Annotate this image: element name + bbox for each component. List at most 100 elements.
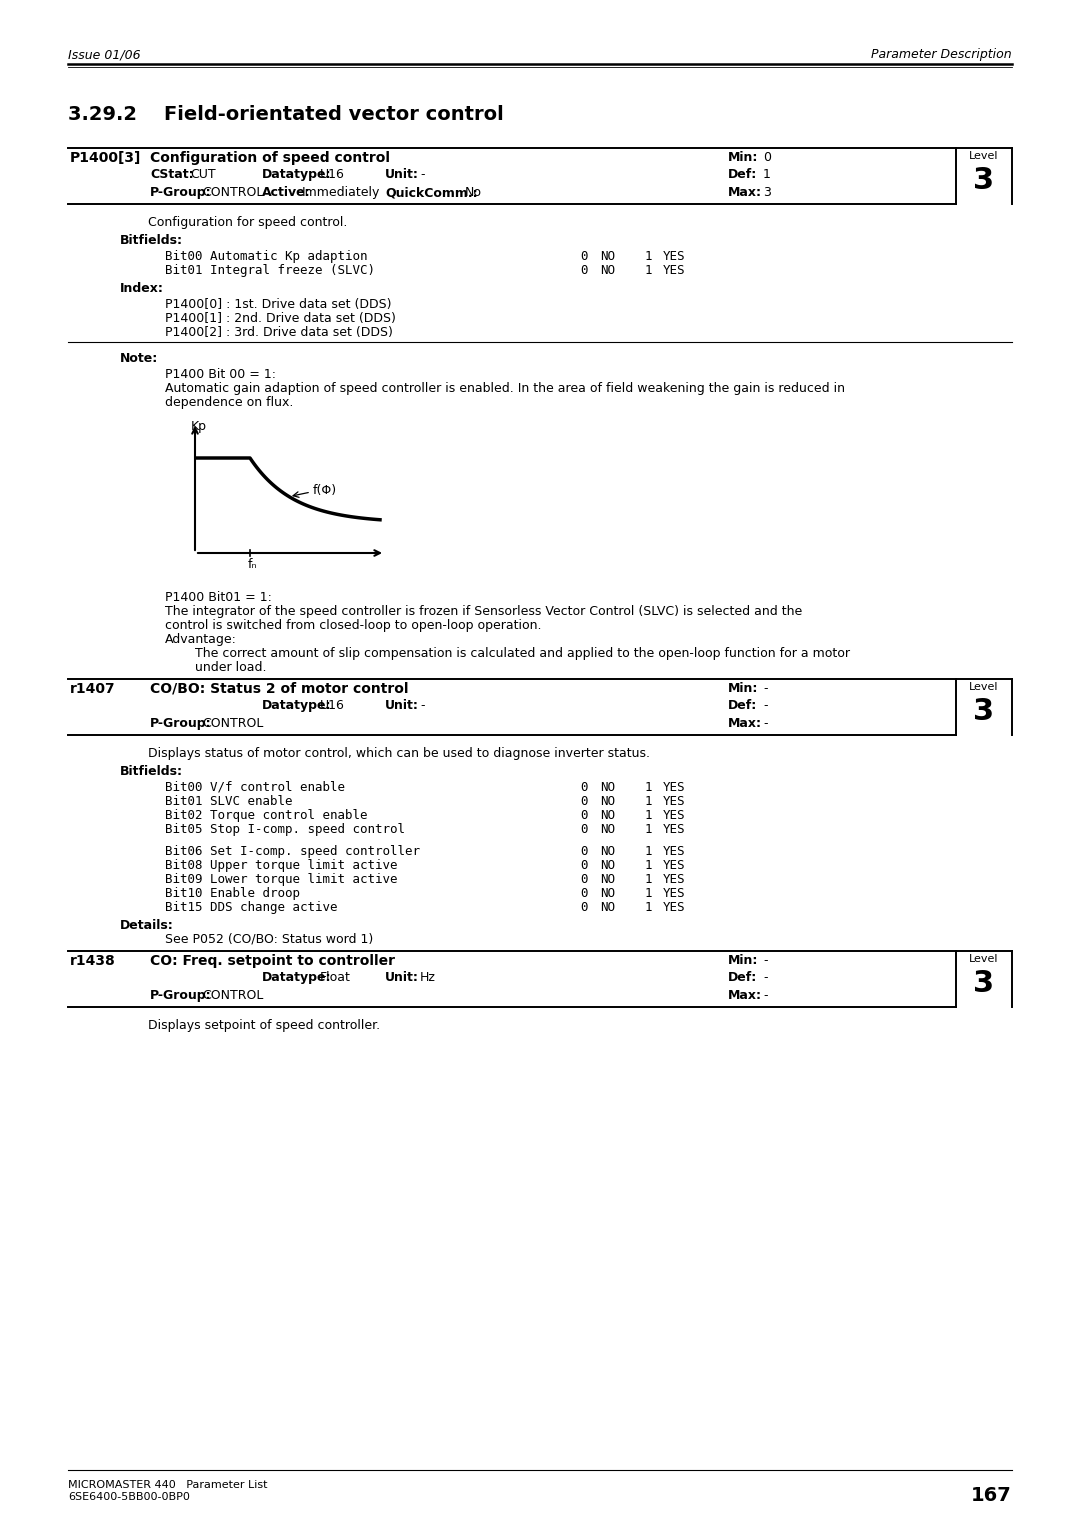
Text: Index:: Index:	[120, 283, 164, 295]
Text: CO: Freq. setpoint to controller: CO: Freq. setpoint to controller	[150, 953, 395, 969]
Text: -: -	[762, 717, 768, 730]
Text: YES: YES	[663, 824, 686, 836]
Text: Min:: Min:	[728, 681, 758, 695]
Text: Parameter Description: Parameter Description	[872, 47, 1012, 61]
Text: Datatype:: Datatype:	[262, 970, 332, 984]
Text: Upper torque limit active: Upper torque limit active	[210, 859, 397, 872]
Text: fₙ: fₙ	[248, 558, 257, 571]
Text: Bit00: Bit00	[165, 781, 203, 795]
Text: YES: YES	[663, 808, 686, 822]
Text: 1: 1	[645, 264, 652, 277]
Text: 3: 3	[973, 167, 995, 196]
Text: Stop I-comp. speed control: Stop I-comp. speed control	[210, 824, 405, 836]
Text: -: -	[762, 953, 768, 967]
Text: 0: 0	[580, 781, 588, 795]
Text: Bitfields:: Bitfields:	[120, 766, 183, 778]
Text: Unit:: Unit:	[384, 168, 419, 180]
Text: Bit01: Bit01	[165, 264, 203, 277]
Text: Float: Float	[320, 970, 351, 984]
Text: 0: 0	[580, 264, 588, 277]
Text: Datatype:: Datatype:	[262, 698, 332, 712]
Text: 1: 1	[645, 781, 652, 795]
Text: NO: NO	[600, 795, 615, 808]
Text: 1: 1	[645, 859, 652, 872]
Text: P1400 Bit01 = 1:: P1400 Bit01 = 1:	[165, 591, 272, 604]
Text: P1400[2] : 3rd. Drive data set (DDS): P1400[2] : 3rd. Drive data set (DDS)	[165, 325, 393, 339]
Text: CStat:: CStat:	[150, 168, 193, 180]
Text: r1407: r1407	[70, 681, 116, 695]
Text: Bit02: Bit02	[165, 808, 203, 822]
Text: Immediately: Immediately	[302, 186, 380, 199]
Text: 0: 0	[580, 872, 588, 886]
Text: Details:: Details:	[120, 918, 174, 932]
Text: MICROMASTER 440   Parameter List: MICROMASTER 440 Parameter List	[68, 1481, 268, 1490]
Text: Min:: Min:	[728, 953, 758, 967]
Text: 0: 0	[580, 795, 588, 808]
Text: 1: 1	[645, 902, 652, 914]
Text: Def:: Def:	[728, 970, 757, 984]
Text: P1400[0] : 1st. Drive data set (DDS): P1400[0] : 1st. Drive data set (DDS)	[165, 298, 391, 312]
Text: r1438: r1438	[70, 953, 116, 969]
Text: P-Group:: P-Group:	[150, 717, 212, 730]
Text: No: No	[465, 186, 482, 199]
Text: Bit01: Bit01	[165, 795, 203, 808]
Text: Bit08: Bit08	[165, 859, 203, 872]
Text: Set I-comp. speed controller: Set I-comp. speed controller	[210, 845, 420, 859]
Text: YES: YES	[663, 845, 686, 859]
Text: Integral freeze (SLVC): Integral freeze (SLVC)	[210, 264, 375, 277]
Text: QuickComm.:: QuickComm.:	[384, 186, 477, 199]
Text: YES: YES	[663, 902, 686, 914]
Text: 167: 167	[971, 1487, 1012, 1505]
Text: YES: YES	[663, 872, 686, 886]
Text: DDS change active: DDS change active	[210, 902, 337, 914]
Text: CONTROL: CONTROL	[202, 186, 264, 199]
Text: 3: 3	[973, 697, 995, 726]
Text: NO: NO	[600, 872, 615, 886]
Text: 0: 0	[580, 886, 588, 900]
Text: P-Group:: P-Group:	[150, 186, 212, 199]
Text: Automatic gain adaption of speed controller is enabled. In the area of field wea: Automatic gain adaption of speed control…	[165, 382, 845, 396]
Text: 1: 1	[645, 886, 652, 900]
Text: The correct amount of slip compensation is calculated and applied to the open-lo: The correct amount of slip compensation …	[195, 646, 850, 660]
Text: The integrator of the speed controller is frozen if Sensorless Vector Control (S: The integrator of the speed controller i…	[165, 605, 802, 617]
Text: Max:: Max:	[728, 989, 762, 1002]
Text: Level: Level	[969, 681, 999, 692]
Text: 0: 0	[762, 151, 771, 163]
Text: Displays status of motor control, which can be used to diagnose inverter status.: Displays status of motor control, which …	[148, 747, 650, 759]
Text: 0: 0	[580, 859, 588, 872]
Text: Level: Level	[969, 953, 999, 964]
Text: Bitfields:: Bitfields:	[120, 234, 183, 248]
Text: -: -	[762, 989, 768, 1002]
Text: CONTROL: CONTROL	[202, 717, 264, 730]
Text: Bit06: Bit06	[165, 845, 203, 859]
Text: under load.: under load.	[195, 662, 267, 674]
Text: Bit09: Bit09	[165, 872, 203, 886]
Text: NO: NO	[600, 845, 615, 859]
Text: 0: 0	[580, 251, 588, 263]
Text: -: -	[762, 698, 768, 712]
Text: YES: YES	[663, 264, 686, 277]
Text: Configuration of speed control: Configuration of speed control	[150, 151, 390, 165]
Text: 6SE6400-5BB00-0BP0: 6SE6400-5BB00-0BP0	[68, 1491, 190, 1502]
Text: 1: 1	[762, 168, 771, 180]
Text: CONTROL: CONTROL	[202, 989, 264, 1002]
Text: YES: YES	[663, 859, 686, 872]
Text: Max:: Max:	[728, 186, 762, 199]
Text: Automatic Kp adaption: Automatic Kp adaption	[210, 251, 367, 263]
Text: NO: NO	[600, 902, 615, 914]
Text: dependence on flux.: dependence on flux.	[165, 396, 294, 410]
Text: Lower torque limit active: Lower torque limit active	[210, 872, 397, 886]
Text: 0: 0	[580, 902, 588, 914]
Text: YES: YES	[663, 251, 686, 263]
Text: 1: 1	[645, 795, 652, 808]
Text: Bit15: Bit15	[165, 902, 203, 914]
Text: V/f control enable: V/f control enable	[210, 781, 345, 795]
Text: -: -	[762, 970, 768, 984]
Text: 3: 3	[762, 186, 771, 199]
Text: Torque control enable: Torque control enable	[210, 808, 367, 822]
Text: Advantage:: Advantage:	[165, 633, 237, 646]
Text: 1: 1	[645, 845, 652, 859]
Text: NO: NO	[600, 824, 615, 836]
Text: f(Φ): f(Φ)	[313, 484, 337, 497]
Text: Active:: Active:	[262, 186, 311, 199]
